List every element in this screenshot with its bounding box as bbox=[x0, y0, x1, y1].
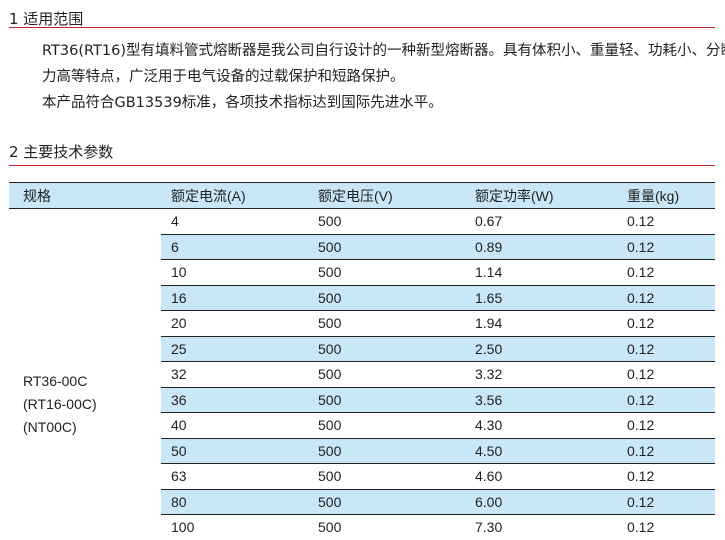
cell-current: 40 bbox=[161, 412, 318, 438]
table-row: 10 500 1.14 0.12 bbox=[9, 259, 715, 285]
table-row: 80 500 6.00 0.12 bbox=[9, 488, 715, 515]
cell-weight: 0.12 bbox=[627, 412, 715, 438]
cell-weight: 0.12 bbox=[627, 233, 715, 260]
cell-power: 0.67 bbox=[475, 213, 503, 230]
cell-current: 100 bbox=[161, 514, 318, 540]
cell-weight: 0.12 bbox=[627, 514, 715, 540]
cell-weight: 0.12 bbox=[627, 284, 715, 311]
header-weight: 重量(kg) bbox=[627, 182, 715, 209]
cell-power: 2.50 bbox=[475, 335, 627, 362]
table-row: 20 500 1.94 0.12 bbox=[9, 310, 715, 336]
table-row: 6 500 0.89 0.12 bbox=[9, 233, 715, 260]
table-row: 25 500 2.50 0.12 bbox=[9, 335, 715, 362]
cell-current: 32 bbox=[161, 361, 318, 387]
table-row: 36 500 3.56 0.12 bbox=[9, 386, 715, 413]
cell-current: 6 bbox=[161, 233, 318, 260]
cell-weight: 0.12 bbox=[627, 386, 715, 413]
cell-power: 0.89 bbox=[475, 233, 627, 260]
spec-label: (NT00C) bbox=[23, 418, 77, 435]
section-2-title: 2 主要技术参数 bbox=[9, 143, 114, 161]
table-row: 50 500 4.50 0.12 bbox=[9, 437, 715, 464]
cell-current: 16 bbox=[161, 284, 318, 311]
cell-power: 4.60 bbox=[475, 463, 627, 489]
header-spec: 规格 bbox=[9, 182, 161, 209]
cell-current: 10 bbox=[161, 259, 318, 285]
header-power: 额定功率(W) bbox=[475, 182, 627, 209]
cell-voltage: 500 bbox=[318, 284, 475, 311]
cell-power: 7.30 bbox=[475, 514, 627, 540]
cell-weight: 0.12 bbox=[627, 335, 715, 362]
table-row: 40 500 4.30 0.12 bbox=[9, 412, 715, 438]
cell-weight: 0.12 bbox=[627, 310, 715, 336]
cell-voltage: 500 bbox=[318, 213, 342, 230]
spec-table: 规格 额定电流(A) 额定电压(V) 额定功率(W) 重量(kg) RT36-0… bbox=[9, 182, 715, 540]
header-current: 额定电流(A) bbox=[161, 182, 318, 209]
cell-voltage: 500 bbox=[318, 514, 475, 540]
cell-weight: 0.12 bbox=[627, 488, 715, 515]
cell-power: 4.50 bbox=[475, 437, 627, 464]
cell-voltage: 500 bbox=[318, 259, 475, 285]
cell-power: 3.56 bbox=[475, 386, 627, 413]
table-row: RT36-00C (RT16-00C) (NT00C) 4 500 0.67 0.12 bbox=[9, 209, 715, 435]
cell-weight: 0.12 bbox=[627, 361, 715, 387]
table-row: 32 500 3.32 0.12 bbox=[9, 361, 715, 387]
section-1-title: 1 适用范围 bbox=[9, 10, 84, 28]
cell-weight: 0.12 bbox=[627, 463, 715, 489]
cell-voltage: 500 bbox=[318, 310, 475, 336]
cell-voltage: 500 bbox=[318, 233, 475, 260]
cell-weight: 0.12 bbox=[627, 437, 715, 464]
cell-power: 3.32 bbox=[475, 361, 627, 387]
spec-label: RT36-00C bbox=[23, 372, 88, 389]
cell-voltage: 500 bbox=[318, 386, 475, 413]
cell-current: 63 bbox=[161, 463, 318, 489]
cell-power: 1.14 bbox=[475, 259, 627, 285]
cell-weight: 0.12 bbox=[627, 213, 655, 230]
cell-power: 1.94 bbox=[475, 310, 627, 336]
spec-label: (RT16-00C) bbox=[23, 395, 97, 412]
table-row: 63 500 4.60 0.12 bbox=[9, 463, 715, 489]
cell-voltage: 500 bbox=[318, 412, 475, 438]
paragraph-1: RT36(RT16)型有填料管式熔断器是我公司自行设计的一种新型熔断器。具有体积… bbox=[42, 43, 725, 85]
cell-voltage: 500 bbox=[318, 463, 475, 489]
cell-current: 50 bbox=[161, 437, 318, 464]
cell-power: 6.00 bbox=[475, 488, 627, 515]
header-voltage: 额定电压(V) bbox=[318, 182, 475, 209]
cell-power: 1.65 bbox=[475, 284, 627, 311]
cell-voltage: 500 bbox=[318, 361, 475, 387]
table-row: 100 500 7.30 0.12 bbox=[9, 514, 715, 540]
cell-current: 4 bbox=[171, 213, 179, 230]
cell-current: 20 bbox=[161, 310, 318, 336]
cell-current: 36 bbox=[161, 386, 318, 413]
cell-current: 80 bbox=[161, 488, 318, 515]
cell-voltage: 500 bbox=[318, 437, 475, 464]
table-row: 16 500 1.65 0.12 bbox=[9, 284, 715, 311]
cell-weight: 0.12 bbox=[627, 259, 715, 285]
cell-voltage: 500 bbox=[318, 335, 475, 362]
cell-power: 4.30 bbox=[475, 412, 627, 438]
cell-current: 25 bbox=[161, 335, 318, 362]
section-1-rule bbox=[9, 27, 715, 28]
table-header: 规格 额定电流(A) 额定电压(V) 额定功率(W) 重量(kg) bbox=[9, 182, 715, 209]
spec-cell: RT36-00C (RT16-00C) (NT00C) bbox=[9, 209, 161, 540]
section-2-rule bbox=[9, 165, 715, 166]
cell-voltage: 500 bbox=[318, 488, 475, 515]
paragraph-2: 本产品符合GB13539标准，各项技术指标达到国际先进水平。 bbox=[42, 95, 443, 111]
